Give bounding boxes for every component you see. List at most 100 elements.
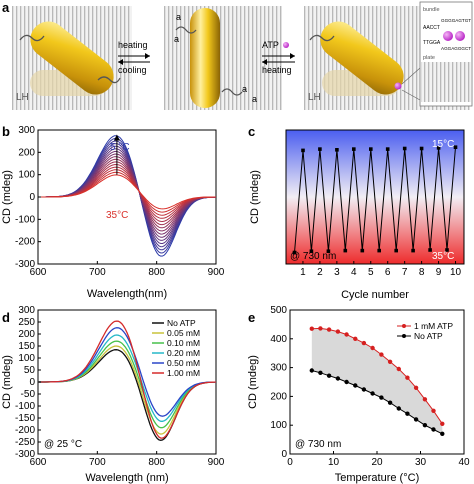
cycle-point [419,146,424,151]
panel-d-curves [38,320,217,441]
legend-entry: 0.20 mM [167,348,200,358]
temperature-series-point [422,397,428,402]
panel-b-yticks: -300 -200 -100 0 100 200 300 [15,125,41,270]
inset-plate-label: plate [423,55,435,61]
cycle-point [326,249,331,253]
temperature-series-line [311,327,443,425]
cycle-point [352,147,356,151]
cycle-point [453,145,458,149]
legend-entry: 0.50 mM [167,358,200,368]
cycle-point [360,248,365,253]
x-tick-label: 700 [89,457,106,468]
panel-d-ylabel: CD (mdeg) [1,355,13,409]
cycle-point [411,248,415,253]
panel-c: c 1 2 3 4 5 6 7 8 9 10 Cycle number CD (mdeg) 15°… [248,124,465,301]
panel-b-label: b [2,124,10,139]
y-tick-label: 100 [270,420,287,431]
cycle-point [436,146,441,150]
strand-abar-label: a [176,12,181,22]
y-tick-label: 100 [18,170,35,181]
inset-atp-1 [443,31,453,41]
atp-icon [283,42,289,48]
y-tick-label: 300 [18,305,35,316]
temperature-series-point [309,368,314,373]
temperature-series-point [361,387,367,392]
inset-bundle-label: bundle [423,7,440,13]
temperature-series-point [440,431,445,436]
cycle-point [445,248,449,252]
y-tick-label: 100 [18,353,35,364]
panel-c-xticks: 1 2 3 4 5 6 7 8 9 10 [300,261,462,278]
x-tick-label: 600 [30,267,47,278]
strand-abar-label-2: a [242,84,247,94]
x-tick-label: 10 [450,267,462,278]
cycle-point [428,248,432,252]
arrow2-top-label: ATP [262,40,279,50]
panel-c-ylabel: CD (mdeg) [249,170,261,224]
legend-entry: No ATP [167,318,196,328]
panel-c-xlabel: Cycle number [341,289,409,301]
panel-b-xlabel: Wavelength(nm) [87,288,167,300]
strand-a-label: a [174,34,179,44]
y-tick-label: -200 [15,425,35,436]
y-tick-label: -150 [15,413,35,424]
temperature-series-point [361,340,367,346]
temperature-series-point [318,370,323,375]
x-tick-label: 1 [300,267,306,278]
x-tick-label: 800 [148,457,165,468]
lh-left-label: LH [16,92,29,103]
cycle-point [335,148,339,152]
x-tick-label: 40 [458,457,470,468]
cycle-point [394,248,398,253]
temperature-arrow-head [113,134,120,141]
legend-marker [402,324,406,328]
cycle-point [318,147,322,151]
legend-entry: 0.05 mM [167,328,200,338]
y-tick-label: 300 [18,125,35,136]
atp-bound-icon [394,82,402,90]
x-tick-label: 900 [208,457,225,468]
temperature-series-point [440,421,445,426]
temperature-series-point [309,326,314,331]
panel-b-annotation-bottom: 35°C [106,210,128,221]
panel-e-label: e [248,310,255,325]
gold-nanorod-left [30,21,114,95]
cycle-point [301,148,305,153]
inset-seq-top2: GGGGAGTGT [441,18,471,23]
panel-e-plot [309,326,445,436]
gold-nanorod-middle [190,8,220,108]
cycle-point [385,147,390,151]
y-tick-label: 500 [270,305,287,316]
inset-seq-top: AACCT [423,25,440,31]
temperature-series-point [422,423,428,428]
y-tick-label: -100 [15,214,35,225]
x-tick-label: 0 [287,457,293,468]
panel-d-annotation-temperature: @ 25 °C [44,439,82,450]
panel-d-xlabel: Wavelength (nm) [85,472,168,484]
panel-d-yticks: -300-250-200-150-100-5005010015020025030… [15,305,41,460]
panel-e-ylabel: CD (mdeg) [247,355,259,409]
y-tick-label: 50 [24,365,36,376]
x-tick-label: 2 [317,267,323,278]
panel-c-annotation-bottom: 35°C [432,251,454,262]
y-tick-label: 200 [18,147,35,158]
y-tick-label: -300 [15,449,35,460]
temperature-series-point [344,332,349,337]
temperature-series-point [405,375,410,380]
panel-c-annotation-wavelength: @ 730 nm [290,251,336,262]
x-tick-label: 700 [89,267,106,278]
y-tick-label: -50 [21,389,36,400]
x-tick-label: 20 [371,457,383,468]
x-tick-label: 9 [436,267,442,278]
y-tick-label: -200 [15,237,35,248]
x-tick-label: 600 [30,457,47,468]
temperature-series-point [353,383,358,388]
legend-entry: 1 mM ATP [414,321,453,331]
y-tick-label: -100 [15,401,35,412]
inset-plate [421,62,471,102]
cycle-point [377,248,381,253]
x-tick-label: 10 [328,457,340,468]
y-tick-label: 0 [29,377,35,388]
